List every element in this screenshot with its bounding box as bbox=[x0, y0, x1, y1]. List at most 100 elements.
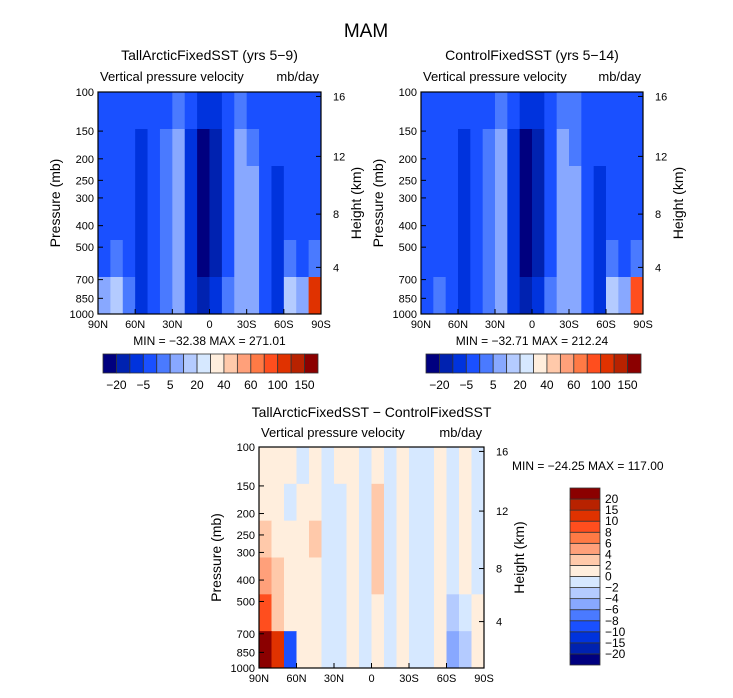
y-tick-label: 200 bbox=[237, 509, 255, 521]
contour-cell bbox=[371, 631, 385, 669]
colorbar-swatch bbox=[613, 353, 628, 374]
y-tick-label: 100 bbox=[237, 442, 255, 454]
contour-cell bbox=[618, 240, 632, 278]
contour-cell bbox=[606, 166, 619, 204]
contour-cell bbox=[135, 92, 149, 130]
colorbar-label: 6 bbox=[605, 536, 612, 550]
contour-cell bbox=[446, 557, 460, 595]
contour-cell bbox=[507, 240, 521, 278]
contour-cell bbox=[593, 203, 607, 241]
colorbar-swatch bbox=[559, 353, 575, 374]
contour-cell bbox=[556, 240, 570, 278]
contour-cell bbox=[284, 520, 297, 558]
colorbar-swatch bbox=[236, 353, 252, 374]
y2-tick-label: 4 bbox=[333, 262, 339, 274]
contour-cell bbox=[172, 166, 186, 204]
panel-variable-label: Vertical pressure velocity bbox=[423, 69, 567, 84]
contour-cell bbox=[446, 631, 460, 669]
y-axis-label: Pressure (mb) bbox=[208, 513, 224, 602]
contour-cell bbox=[482, 92, 496, 130]
y-tick-label: 150 bbox=[237, 481, 255, 493]
contour-cell bbox=[618, 166, 632, 204]
colorbar-swatch bbox=[223, 353, 238, 374]
contour-cell bbox=[271, 129, 285, 167]
contour-cell bbox=[309, 447, 322, 485]
contour-cell bbox=[346, 594, 360, 632]
colorbar-swatch bbox=[277, 353, 292, 374]
colorbar-label: 150 bbox=[618, 378, 638, 392]
colorbar-swatch bbox=[129, 353, 144, 374]
contour-cell bbox=[421, 557, 435, 595]
contour-cell bbox=[308, 277, 322, 315]
contour-cell bbox=[271, 92, 285, 130]
contour-cell bbox=[569, 92, 582, 130]
contour-cell bbox=[147, 203, 161, 241]
colorbar-swatch bbox=[196, 353, 211, 374]
contour-cell bbox=[630, 129, 644, 167]
contour-cell bbox=[445, 277, 459, 315]
x-tick-label: 60S bbox=[596, 319, 616, 331]
contour-cell bbox=[556, 203, 570, 241]
contour-cell bbox=[618, 129, 632, 167]
contour-cell bbox=[433, 166, 447, 204]
contour-cell bbox=[470, 166, 484, 204]
y-tick-label: 700 bbox=[76, 275, 94, 287]
contour-cell bbox=[259, 240, 272, 278]
colorbar-label: 5 bbox=[490, 378, 497, 392]
contour-cell bbox=[159, 166, 173, 204]
contour-cell bbox=[284, 483, 297, 522]
contour-cell bbox=[532, 240, 545, 278]
contour-cell bbox=[421, 240, 434, 278]
contour-cell bbox=[197, 92, 210, 130]
colorbar-label: −15 bbox=[605, 636, 626, 650]
x-tick-label: 30S bbox=[399, 673, 419, 685]
contour-cell bbox=[321, 520, 335, 558]
contour-cell bbox=[458, 166, 471, 204]
contour-cell bbox=[259, 594, 272, 632]
contour-cell bbox=[296, 447, 310, 485]
contour-cell bbox=[296, 277, 310, 315]
colorbar-label: 150 bbox=[295, 378, 315, 392]
contour-cell bbox=[283, 277, 297, 315]
contour-cell bbox=[396, 483, 410, 522]
contour-cell bbox=[445, 203, 459, 241]
colorbar-label: 0 bbox=[605, 570, 612, 584]
contour-cell bbox=[446, 483, 460, 522]
contour-cell bbox=[433, 277, 447, 315]
contour-cell bbox=[593, 240, 607, 278]
colorbar-swatch bbox=[116, 353, 131, 374]
contour-cell bbox=[519, 203, 533, 241]
contour-cell bbox=[593, 166, 607, 204]
contour-cell bbox=[630, 240, 644, 278]
colorbar-swatch bbox=[546, 353, 561, 374]
contour-cell bbox=[421, 520, 435, 558]
contour-cell bbox=[98, 129, 111, 167]
colorbar-swatch bbox=[569, 531, 601, 544]
contour-cell bbox=[532, 166, 545, 204]
contour-cell bbox=[172, 240, 186, 278]
contour-cell bbox=[606, 92, 619, 130]
contour-cell bbox=[234, 277, 248, 315]
contour-cell bbox=[409, 557, 422, 595]
y2-tick-label: 16 bbox=[333, 91, 345, 103]
colorbar-label: 2 bbox=[605, 558, 612, 572]
x-tick-label: 30S bbox=[559, 319, 579, 331]
contour-cell bbox=[434, 594, 447, 632]
contour-cell bbox=[246, 92, 260, 130]
contour-cell bbox=[421, 277, 434, 315]
contour-cell bbox=[482, 166, 496, 204]
colorbar-label: −4 bbox=[605, 592, 619, 606]
y-tick-label: 300 bbox=[399, 193, 417, 205]
contour-cell bbox=[421, 92, 434, 130]
colorbar-swatch bbox=[169, 353, 185, 374]
contour-cell bbox=[271, 447, 285, 485]
contour-cell bbox=[359, 447, 372, 485]
contour-cell bbox=[569, 203, 582, 241]
y-axis-label: Pressure (mb) bbox=[370, 159, 386, 248]
y2-tick-label: 8 bbox=[496, 564, 502, 576]
panel-title: TallArcticFixedSST (yrs 5−9) bbox=[121, 47, 298, 63]
colorbar-label: 40 bbox=[540, 378, 554, 392]
colorbar-swatch bbox=[569, 498, 601, 511]
contour-cell bbox=[296, 240, 310, 278]
contour-cell bbox=[507, 92, 521, 130]
